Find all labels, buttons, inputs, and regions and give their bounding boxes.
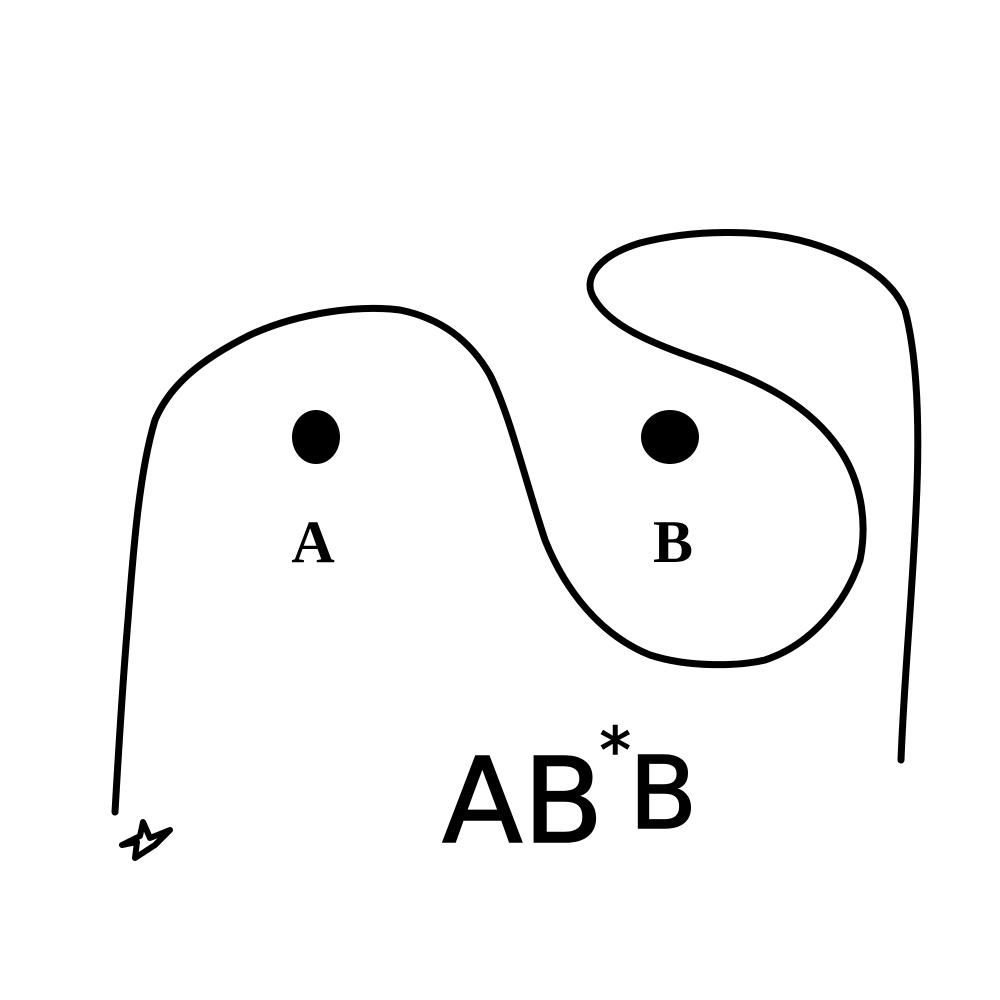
point-label: B <box>653 509 693 575</box>
star-shape <box>119 819 173 861</box>
point-dot <box>292 410 340 464</box>
annotation-tail: B <box>629 735 698 852</box>
point-label: A <box>291 509 334 575</box>
boundary-curve <box>111 229 922 816</box>
annotation-superscript: * <box>600 714 631 787</box>
point-dot <box>641 410 699 464</box>
annotation: AB*B <box>442 714 697 870</box>
star-mark <box>119 819 173 861</box>
annotation-base: AB <box>442 732 604 870</box>
